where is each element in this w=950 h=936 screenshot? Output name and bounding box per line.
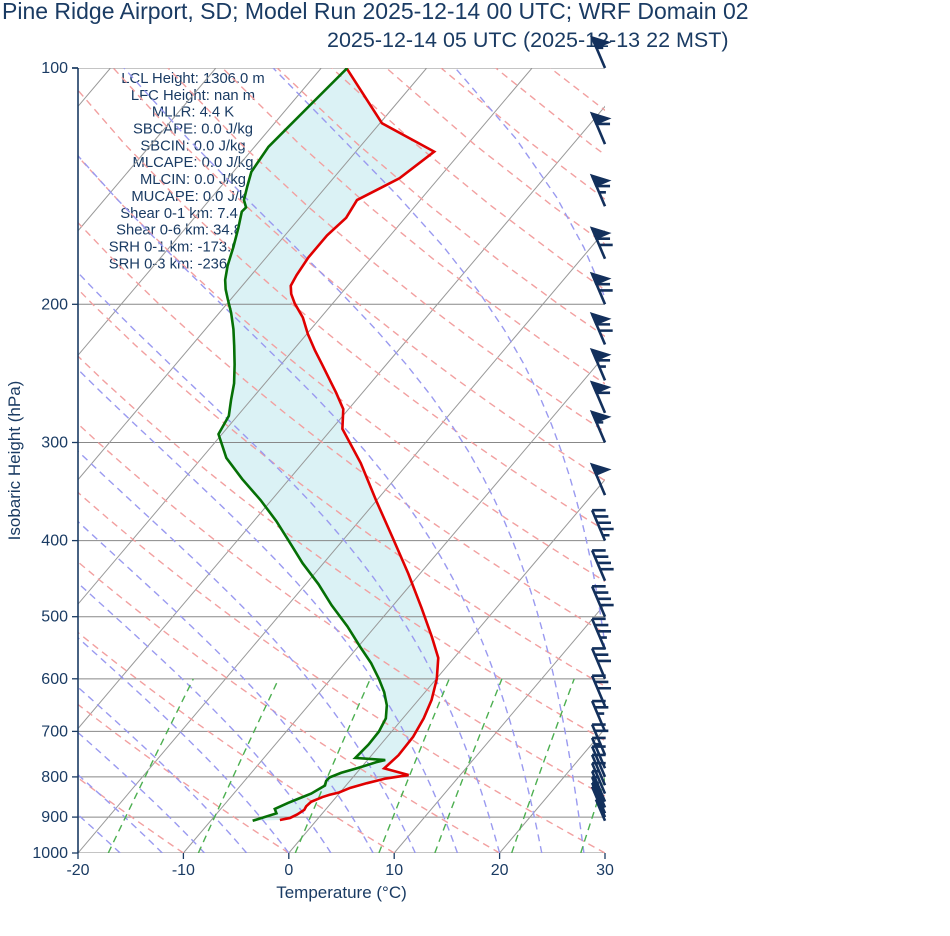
svg-text:600: 600 — [41, 671, 68, 688]
svg-text:SBCAPE: 0.0 J/kg: SBCAPE: 0.0 J/kg — [133, 122, 253, 138]
svg-text:700: 700 — [41, 723, 68, 740]
svg-text:400: 400 — [41, 533, 68, 550]
svg-text:20: 20 — [491, 862, 509, 879]
svg-text:200: 200 — [41, 296, 68, 313]
svg-text:-20: -20 — [66, 862, 89, 879]
svg-text:MUCAPE: 0.0 J/kg: MUCAPE: 0.0 J/kg — [131, 189, 254, 205]
svg-text:-10: -10 — [172, 862, 195, 879]
svg-text:500: 500 — [41, 609, 68, 626]
svg-text:0: 0 — [284, 862, 293, 879]
svg-text:LFC Height: nan m: LFC Height: nan m — [131, 88, 255, 104]
svg-text:30: 30 — [596, 862, 614, 879]
svg-text:MLCIN: 0.0 J/kg: MLCIN: 0.0 J/kg — [140, 172, 246, 188]
svg-text:2025-12-14 05 UTC (2025-12-13: 2025-12-14 05 UTC (2025-12-13 22 MST) — [327, 28, 729, 52]
svg-text:Pine Ridge Airport, SD; Model: Pine Ridge Airport, SD; Model Run 2025-1… — [2, 0, 749, 24]
svg-text:Temperature (°C): Temperature (°C) — [276, 883, 407, 902]
svg-text:LCL Height: 1306.0 m: LCL Height: 1306.0 m — [121, 71, 264, 87]
svg-text:Isobaric Height (hPa): Isobaric Height (hPa) — [5, 381, 24, 541]
svg-text:300: 300 — [41, 435, 68, 452]
svg-text:100: 100 — [41, 60, 68, 77]
svg-text:900: 900 — [41, 809, 68, 826]
svg-text:1000: 1000 — [32, 845, 68, 862]
svg-text:SBCIN: 0.0 J/kg: SBCIN: 0.0 J/kg — [140, 138, 245, 154]
svg-text:10: 10 — [385, 862, 403, 879]
svg-text:800: 800 — [41, 769, 68, 786]
